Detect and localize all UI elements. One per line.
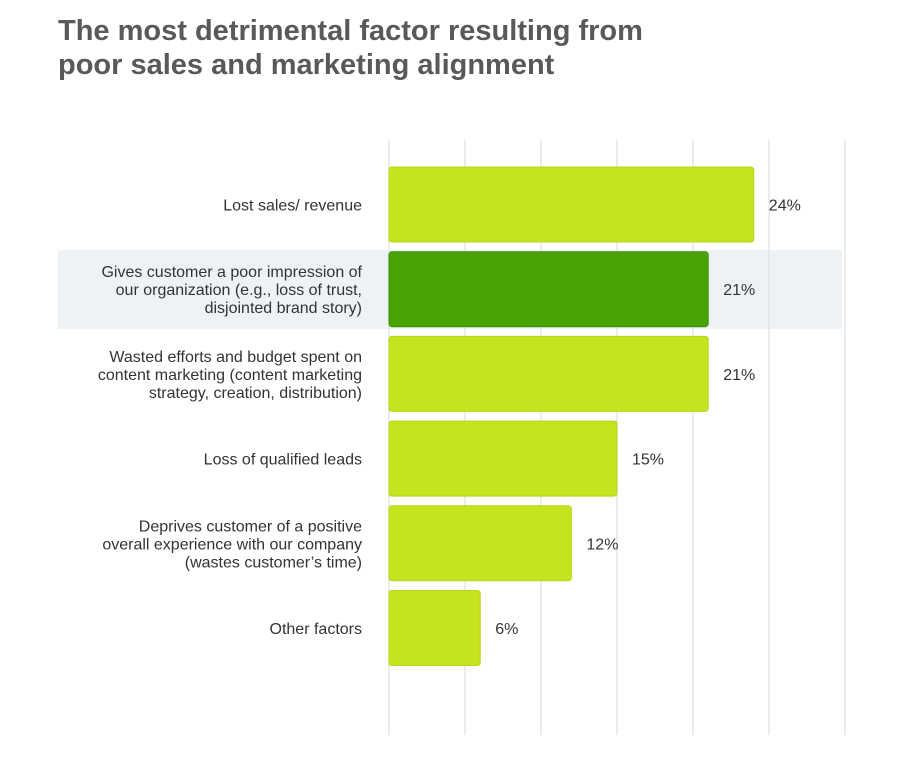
category-label-line: Deprives customer of a positive <box>139 518 362 535</box>
chart-title-line-2: poor sales and marketing alignment <box>58 49 555 81</box>
category-label-line: Other factors <box>270 621 362 638</box>
chart-title-line-1: The most detrimental factor resulting fr… <box>58 15 643 47</box>
category-label: Wasted efforts and budget spent on conten… <box>98 349 362 402</box>
bar <box>388 335 709 412</box>
bar <box>388 590 481 666</box>
category-label-line: Loss of qualified leads <box>204 452 362 469</box>
bar <box>388 251 709 328</box>
category-label: Deprives customer of a positive overall e… <box>102 518 362 571</box>
category-label: Lost sales/ revenue <box>223 198 362 215</box>
category-label-line: Gives customer a poor impression of <box>101 264 362 281</box>
bars <box>388 166 755 666</box>
category-label-line: our organization (e.g., loss of trust, <box>116 282 362 299</box>
category-label-line: disjointed brand story) <box>205 300 362 317</box>
value-label: 24% <box>769 198 801 215</box>
category-label-line: (wastes customer’s time) <box>185 554 362 571</box>
value-label: 21% <box>723 282 755 299</box>
value-labels: 24% 21% 21% 15% 12% 6% <box>495 198 801 639</box>
category-label-line: Wasted efforts and budget spent on <box>109 349 362 366</box>
category-label-line: Lost sales/ revenue <box>223 198 362 215</box>
category-label: Loss of qualified leads <box>204 452 362 469</box>
category-label: Other factors <box>270 621 362 638</box>
value-label: 21% <box>723 367 755 384</box>
category-label-line: strategy, creation, distribution) <box>149 385 362 402</box>
value-label: 6% <box>495 621 518 638</box>
bar <box>388 420 618 497</box>
category-label: Gives customer a poor impression of our o… <box>101 264 362 317</box>
value-label: 12% <box>586 536 618 553</box>
bar <box>388 166 755 243</box>
chart-title: The most detrimental factor resulting fr… <box>58 14 818 82</box>
category-label-line: content marketing (content marketing <box>98 367 362 384</box>
category-label-line: overall experience with our company <box>102 536 362 553</box>
category-labels: Lost sales/ revenue Gives customer a poor… <box>98 198 363 639</box>
bar <box>388 505 572 582</box>
value-label: 15% <box>632 452 664 469</box>
